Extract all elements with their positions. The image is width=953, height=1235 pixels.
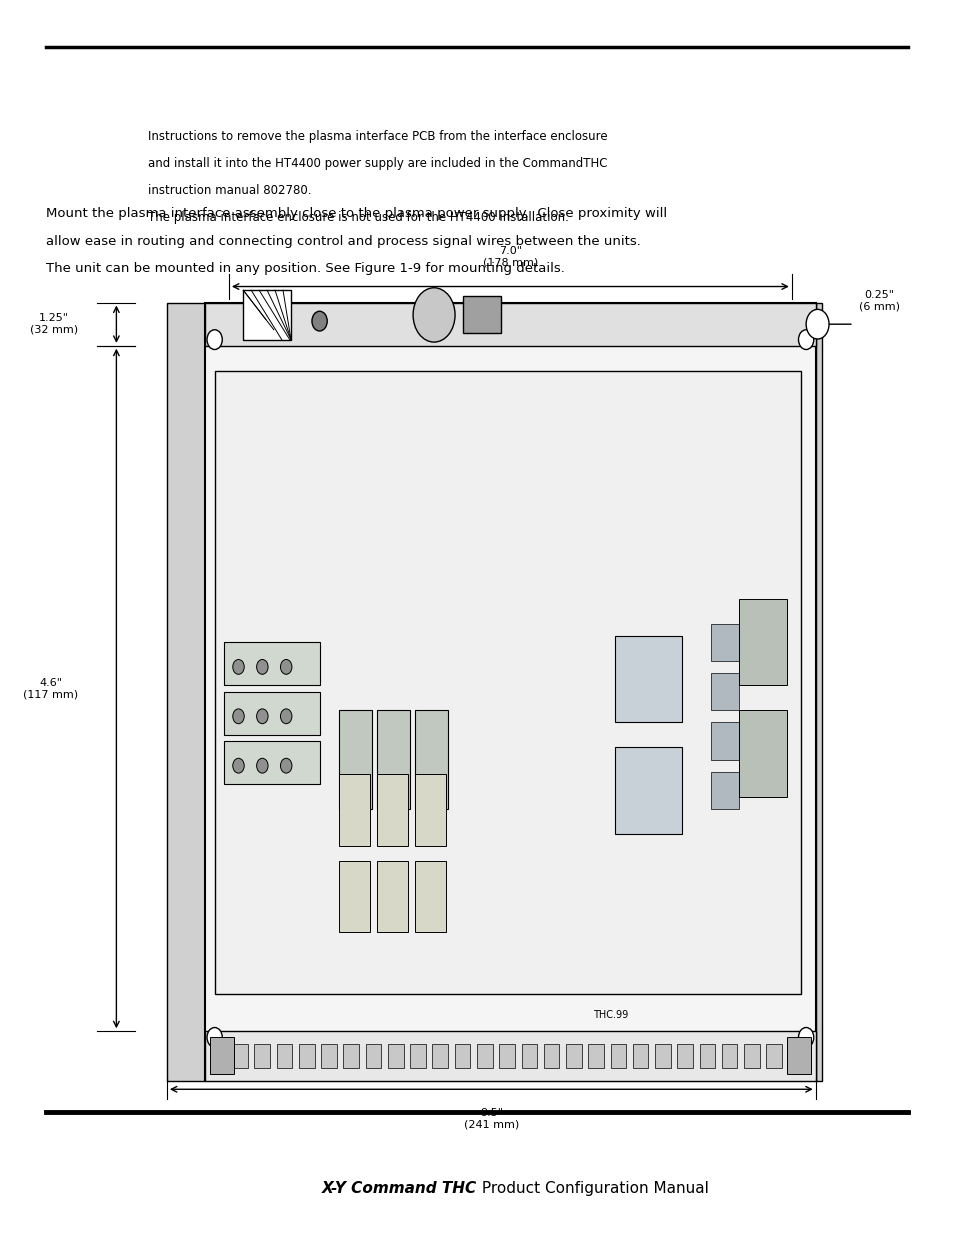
Bar bbox=[210, 1037, 233, 1074]
Circle shape bbox=[280, 659, 292, 674]
Text: Product Configuration Manual: Product Configuration Manual bbox=[476, 1181, 708, 1195]
Circle shape bbox=[798, 330, 813, 350]
Bar bbox=[710, 624, 739, 661]
Text: instruction manual 802780.: instruction manual 802780. bbox=[148, 184, 311, 198]
Bar bbox=[338, 710, 372, 809]
Text: 9.5"
(241 mm): 9.5" (241 mm) bbox=[463, 1108, 518, 1129]
Bar bbox=[710, 772, 739, 809]
Bar bbox=[410, 1044, 425, 1068]
Text: 4.6"
(117 mm): 4.6" (117 mm) bbox=[23, 678, 78, 699]
Bar bbox=[338, 861, 370, 932]
Bar bbox=[376, 861, 408, 932]
Bar bbox=[338, 774, 370, 846]
Bar bbox=[214, 370, 801, 994]
Bar bbox=[415, 710, 448, 809]
Text: allow ease in routing and connecting control and process signal wires between th: allow ease in routing and connecting con… bbox=[46, 235, 640, 248]
Bar bbox=[224, 692, 319, 735]
Bar bbox=[243, 290, 291, 340]
Circle shape bbox=[233, 758, 244, 773]
Circle shape bbox=[256, 659, 268, 674]
Bar bbox=[224, 642, 319, 685]
Bar bbox=[721, 1044, 737, 1068]
Circle shape bbox=[798, 1028, 813, 1047]
Bar bbox=[321, 1044, 336, 1068]
Bar bbox=[498, 1044, 515, 1068]
Circle shape bbox=[280, 709, 292, 724]
Text: 7.0"
(178 mm): 7.0" (178 mm) bbox=[482, 247, 537, 268]
Bar bbox=[739, 599, 786, 685]
Text: Mount the plasma interface assembly close to the plasma power supply.  Close pro: Mount the plasma interface assembly clos… bbox=[46, 207, 666, 221]
Bar bbox=[432, 1044, 448, 1068]
Text: Instructions to remove the plasma interface PCB from the interface enclosure: Instructions to remove the plasma interf… bbox=[148, 130, 607, 143]
Bar bbox=[765, 1044, 781, 1068]
Bar bbox=[632, 1044, 648, 1068]
Bar bbox=[615, 636, 681, 722]
Bar bbox=[298, 1044, 314, 1068]
Text: 1.25"
(32 mm): 1.25" (32 mm) bbox=[30, 314, 78, 335]
Bar bbox=[815, 303, 821, 1081]
Bar bbox=[232, 1044, 248, 1068]
Circle shape bbox=[207, 1028, 222, 1047]
Bar bbox=[786, 1037, 810, 1074]
Circle shape bbox=[233, 659, 244, 674]
Circle shape bbox=[256, 758, 268, 773]
Bar bbox=[677, 1044, 692, 1068]
Bar bbox=[224, 741, 319, 784]
Bar bbox=[276, 1044, 292, 1068]
Circle shape bbox=[805, 309, 828, 340]
Bar bbox=[205, 303, 815, 346]
Bar bbox=[610, 1044, 625, 1068]
Text: and install it into the HT4400 power supply are included in the CommandTHC: and install it into the HT4400 power sup… bbox=[148, 157, 607, 170]
Bar bbox=[415, 774, 446, 846]
Circle shape bbox=[280, 758, 292, 773]
Bar bbox=[462, 296, 500, 333]
Bar bbox=[167, 303, 205, 1081]
Bar bbox=[376, 710, 410, 809]
Circle shape bbox=[256, 709, 268, 724]
Circle shape bbox=[312, 311, 327, 331]
Circle shape bbox=[233, 709, 244, 724]
Bar bbox=[254, 1044, 270, 1068]
Bar bbox=[615, 747, 681, 834]
Bar bbox=[710, 722, 739, 760]
Bar bbox=[699, 1044, 715, 1068]
Circle shape bbox=[413, 288, 455, 342]
Text: 0.25"
(6 mm): 0.25" (6 mm) bbox=[858, 290, 899, 312]
Bar bbox=[455, 1044, 470, 1068]
Bar bbox=[521, 1044, 537, 1068]
Circle shape bbox=[207, 330, 222, 350]
Bar bbox=[388, 1044, 403, 1068]
Bar bbox=[710, 673, 739, 710]
Bar bbox=[476, 1044, 492, 1068]
Bar bbox=[343, 1044, 358, 1068]
Bar bbox=[205, 303, 815, 1081]
Text: The plasma interface enclosure is not used for the HT4400 installation.: The plasma interface enclosure is not us… bbox=[148, 211, 568, 225]
Text: The unit can be mounted in any position. See Figure 1-9 for mounting details.: The unit can be mounted in any position.… bbox=[46, 262, 564, 275]
Bar bbox=[565, 1044, 581, 1068]
Bar bbox=[376, 774, 408, 846]
Bar bbox=[655, 1044, 670, 1068]
Text: X-Y Command THC: X-Y Command THC bbox=[321, 1181, 476, 1195]
Bar bbox=[588, 1044, 603, 1068]
Text: THC.99: THC.99 bbox=[593, 1010, 627, 1020]
Bar bbox=[365, 1044, 381, 1068]
Bar bbox=[739, 710, 786, 797]
Bar bbox=[743, 1044, 759, 1068]
Bar bbox=[415, 861, 446, 932]
Bar bbox=[543, 1044, 558, 1068]
Bar bbox=[205, 1031, 815, 1081]
